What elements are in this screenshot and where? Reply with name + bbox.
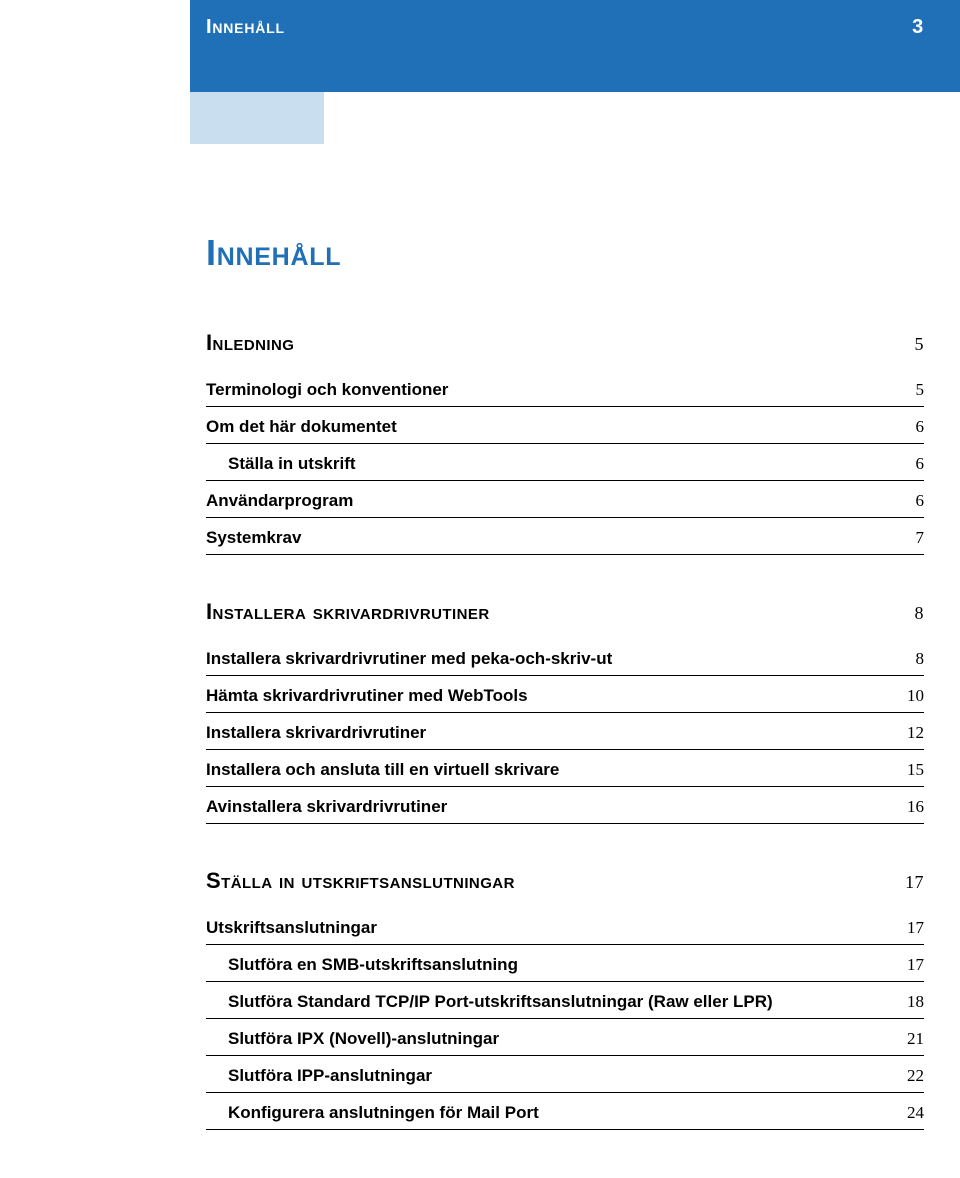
toc-row: Om det här dokumentet 6 <box>206 407 924 444</box>
toc-label: Installera skrivardrivrutiner <box>206 723 426 743</box>
toc-page: 17 <box>895 955 924 975</box>
toc-label: Slutföra en SMB-utskriftsanslutning <box>228 955 518 975</box>
section-page: 17 <box>905 872 924 893</box>
toc-label: Installera och ansluta till en virtuell … <box>206 760 559 780</box>
section-title: Ställa in utskriftsanslutningar 17 <box>206 868 924 894</box>
section-label: Installera skrivardrivrutiner <box>206 599 490 625</box>
section-label: Ställa in utskriftsanslutningar <box>206 868 515 894</box>
toc-row: Hämta skrivardrivrutiner med WebTools 10 <box>206 676 924 713</box>
toc-row: Installera och ansluta till en virtuell … <box>206 750 924 787</box>
toc-label: Terminologi och konventioner <box>206 380 448 400</box>
toc-page: 12 <box>895 723 924 743</box>
header-strip <box>190 0 960 92</box>
toc-page: 6 <box>904 454 925 474</box>
section-title: Inledning 5 <box>206 330 924 356</box>
toc-row: Konfigurera anslutningen för Mail Port 2… <box>206 1093 924 1130</box>
toc-page: 10 <box>895 686 924 706</box>
section-page: 5 <box>915 334 924 355</box>
section-page: 8 <box>915 603 924 624</box>
toc-row: Installera skrivardrivrutiner 12 <box>206 713 924 750</box>
toc-label: Systemkrav <box>206 528 301 548</box>
toc-page: 15 <box>895 760 924 780</box>
toc-row: Ställa in utskrift 6 <box>206 444 924 481</box>
toc-row: Installera skrivardrivrutiner med peka-o… <box>206 639 924 676</box>
toc-row: Terminologi och konventioner 5 <box>206 370 924 407</box>
toc-page: 8 <box>904 649 925 669</box>
toc-row: Användarprogram 6 <box>206 481 924 518</box>
section-title: Installera skrivardrivrutiner 8 <box>206 599 924 625</box>
section-label: Inledning <box>206 330 294 356</box>
toc-label: Avinstallera skrivardrivrutiner <box>206 797 447 817</box>
toc-row: Avinstallera skrivardrivrutiner 16 <box>206 787 924 824</box>
toc-page: 21 <box>895 1029 924 1049</box>
toc-group: Terminologi och konventioner 5 Om det hä… <box>206 370 924 555</box>
toc-page: 6 <box>904 491 925 511</box>
toc-label: Hämta skrivardrivrutiner med WebTools <box>206 686 528 706</box>
toc-page: 5 <box>904 380 925 400</box>
content: Innehåll Inledning 5 Terminologi och kon… <box>206 92 924 1130</box>
toc-row: Slutföra IPP-anslutningar 22 <box>206 1056 924 1093</box>
page: Innehåll 3 Innehåll Inledning 5 Terminol… <box>0 0 960 1178</box>
toc-row: Utskriftsanslutningar 17 <box>206 908 924 945</box>
toc-label: Konfigurera anslutningen för Mail Port <box>228 1103 539 1123</box>
toc-row: Systemkrav 7 <box>206 518 924 555</box>
toc-label: Om det här dokumentet <box>206 417 397 437</box>
toc-label: Slutföra Standard TCP/IP Port-utskriftsa… <box>228 992 773 1012</box>
toc-label: Användarprogram <box>206 491 353 511</box>
toc-page: 17 <box>895 918 924 938</box>
toc-row: Slutföra en SMB-utskriftsanslutning 17 <box>206 945 924 982</box>
main-title: Innehåll <box>206 232 924 274</box>
toc-page: 18 <box>895 992 924 1012</box>
toc-page: 16 <box>895 797 924 817</box>
toc-page: 24 <box>895 1103 924 1123</box>
toc-group: Installera skrivardrivrutiner med peka-o… <box>206 639 924 824</box>
running-head: Innehåll 3 <box>206 16 924 39</box>
toc-label: Installera skrivardrivrutiner med peka-o… <box>206 649 612 669</box>
toc-label: Ställa in utskrift <box>228 454 356 474</box>
page-number: 3 <box>912 16 924 39</box>
toc-label: Slutföra IPX (Novell)-anslutningar <box>228 1029 499 1049</box>
toc-page: 22 <box>895 1066 924 1086</box>
toc-label: Slutföra IPP-anslutningar <box>228 1066 432 1086</box>
header-bar: Innehåll 3 <box>0 0 960 92</box>
toc-row: Slutföra Standard TCP/IP Port-utskriftsa… <box>206 982 924 1019</box>
toc-row: Slutföra IPX (Novell)-anslutningar 21 <box>206 1019 924 1056</box>
toc-group: Utskriftsanslutningar 17 Slutföra en SMB… <box>206 908 924 1130</box>
toc-page: 6 <box>904 417 925 437</box>
toc-page: 7 <box>904 528 925 548</box>
toc-label: Utskriftsanslutningar <box>206 918 377 938</box>
running-title: Innehåll <box>206 16 285 39</box>
